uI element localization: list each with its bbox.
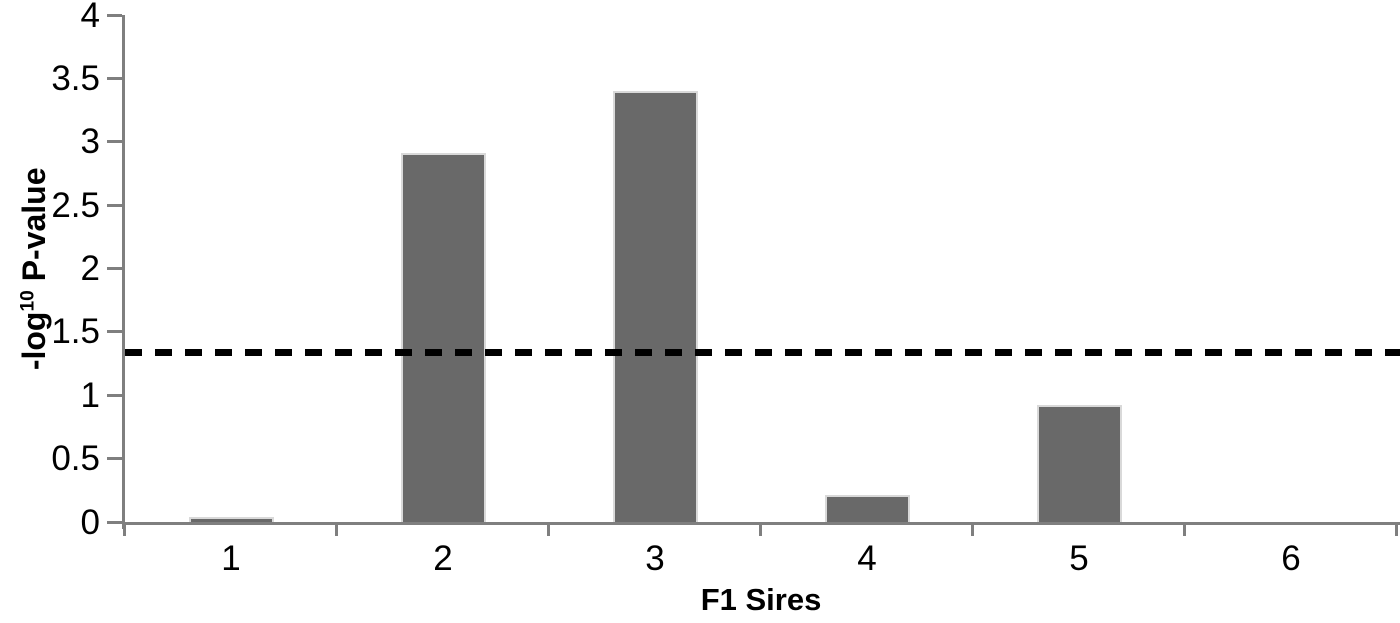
- y-tick-label-2: 2: [80, 249, 100, 288]
- significance-threshold-line: [125, 348, 1400, 356]
- x-axis-tick-0: [123, 523, 126, 536]
- x-tick-label-2: 2: [433, 539, 453, 578]
- x-axis-tick-3: [759, 523, 762, 536]
- x-tick-label-1: 1: [221, 539, 241, 578]
- x-axis-tick-4: [971, 523, 974, 536]
- y-axis-tick-2.5: [107, 203, 122, 207]
- y-axis-tick-3: [107, 140, 122, 144]
- x-axis-tick-6: [1395, 523, 1398, 536]
- y-tick-label-1: 1: [80, 375, 100, 415]
- x-tick-label-6: 6: [1281, 539, 1301, 578]
- y-axis-tick-0.5: [107, 457, 122, 461]
- x-tick-label-4: 4: [857, 539, 877, 578]
- bar-sire-4: [824, 495, 910, 522]
- y-axis-tick-1.5: [107, 330, 122, 334]
- y-tick-label-2.5: 2.5: [51, 185, 100, 225]
- x-tick-label-3: 3: [645, 539, 665, 578]
- x-axis-tick-2: [547, 523, 550, 536]
- y-tick-label-0.5: 0.5: [51, 439, 100, 479]
- bar-sire-3: [612, 91, 698, 522]
- plot-area: 0 0.5 1 1.5 2 2.5 3 3.5 4 1 2 3 4 5 6: [51, 0, 1400, 578]
- y-tick-label-3: 3: [80, 122, 100, 162]
- y-axis-tick-4: [107, 13, 122, 17]
- y-axis-tick-1: [107, 393, 122, 397]
- y-axis-tick-0: [107, 520, 122, 524]
- bar-sire-2: [400, 153, 486, 522]
- x-axis-tick-1: [335, 523, 338, 536]
- y-tick-label-0: 0: [80, 502, 100, 542]
- y-tick-label-4: 4: [80, 0, 100, 35]
- y-axis-tick-3.5: [107, 76, 122, 80]
- x-axis-tick-5: [1183, 523, 1186, 536]
- y-tick-label-1.5: 1.5: [51, 312, 100, 352]
- bar-sire-5: [1036, 405, 1122, 522]
- y-axis-line: [122, 15, 125, 529]
- y-tick-label-3.5: 3.5: [51, 58, 100, 98]
- bar-sire-1: [188, 517, 274, 522]
- x-axis-title: F1 Sires: [700, 582, 822, 617]
- y-axis-tick-2: [107, 267, 122, 270]
- y-axis-title-superscript: 10: [17, 289, 39, 312]
- x-tick-label-5: 5: [1069, 539, 1089, 578]
